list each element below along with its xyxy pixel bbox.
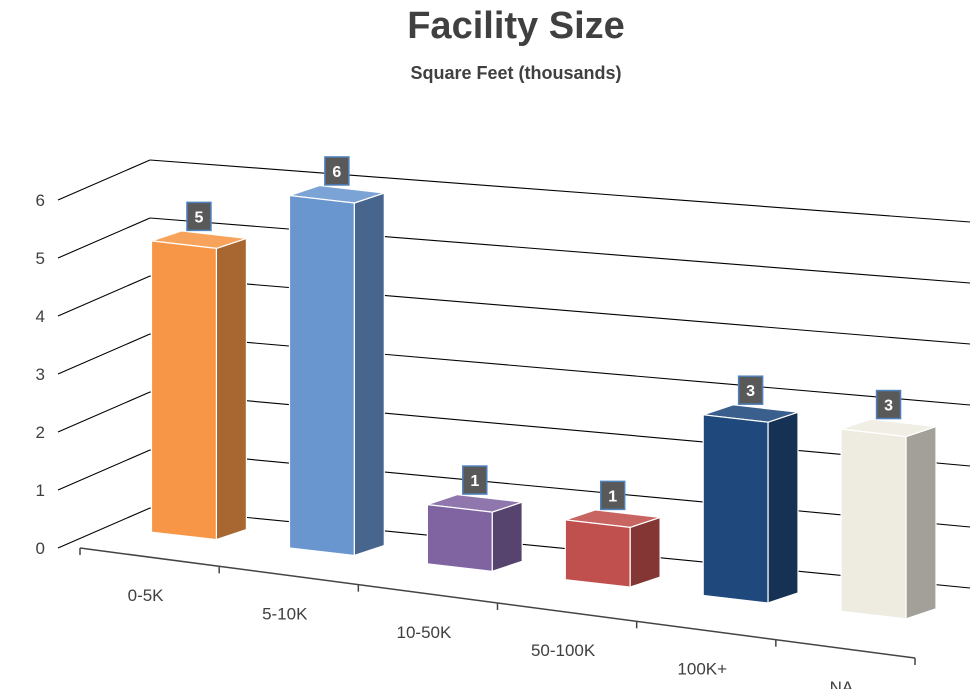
bar-front-face	[840, 428, 907, 620]
gridline-side	[57, 391, 151, 433]
x-tick-label: 0-5K	[128, 586, 165, 605]
bar-side-face	[905, 425, 937, 620]
bar-NA	[840, 418, 937, 620]
gridlines	[57, 159, 971, 589]
bar-side-face	[215, 237, 247, 541]
x-tick-label: NA	[830, 678, 854, 689]
x-tick-label: 10-50K	[397, 623, 452, 642]
bar-5-10K	[288, 184, 385, 557]
y-tick-label: 0	[36, 539, 45, 558]
gridline-back	[149, 159, 971, 223]
data-label-text: 5	[195, 209, 204, 226]
y-tick-label: 3	[36, 365, 45, 384]
bar-50-100K	[564, 509, 661, 588]
data-label-text: 1	[608, 488, 617, 505]
bar-side-face	[629, 516, 661, 588]
data-label-5-10K: 6	[324, 156, 350, 186]
gridline-back	[149, 217, 971, 284]
x-tick-label: 5-10K	[262, 605, 308, 624]
bar-front-face	[702, 414, 769, 604]
data-labels: 5 6 1 1 3 3	[186, 156, 902, 511]
data-label-50-100K: 1	[599, 480, 626, 511]
gridline-side	[57, 333, 151, 375]
bar-side-face	[353, 192, 385, 557]
data-label-box	[599, 480, 626, 511]
data-label-text: 3	[884, 398, 893, 415]
y-tick-label: 6	[36, 191, 45, 210]
x-tick-label: 50-100K	[531, 641, 596, 660]
data-label-box	[324, 156, 350, 186]
x-axis-ticks: 0-5K 5-10K 10-50K 50-100K 100K+ NA	[128, 586, 854, 689]
y-tick-label: 2	[36, 423, 45, 442]
bar-side-face	[767, 411, 799, 604]
y-tick-label: 4	[36, 307, 45, 326]
gridline-back	[149, 275, 971, 345]
bar-front-face	[564, 519, 631, 588]
bar-front-face	[288, 194, 355, 557]
bar-front-face	[150, 240, 217, 541]
gridline-back	[149, 391, 971, 467]
data-label-100K+: 3	[737, 375, 764, 405]
gridline-side	[57, 449, 151, 491]
gridline-side	[57, 159, 151, 201]
data-label-NA: 3	[875, 389, 902, 420]
bar-side-face	[491, 501, 523, 573]
gridline-side	[57, 275, 151, 317]
chart-title: Facility Size	[407, 5, 625, 47]
y-tick-label: 1	[36, 481, 45, 500]
data-label-box	[186, 201, 212, 232]
data-label-0-5K: 5	[186, 201, 212, 232]
gridline-side	[57, 217, 151, 259]
data-label-box	[737, 375, 764, 405]
bar-10-50K	[426, 493, 523, 573]
x-tick-label: 100K+	[677, 660, 727, 679]
bar-100K+	[702, 404, 799, 604]
data-label-box	[462, 465, 488, 495]
axes	[79, 547, 916, 665]
bar-front-face	[426, 503, 493, 572]
gridline-back	[149, 449, 971, 528]
data-label-10-50K: 1	[462, 465, 488, 495]
chart-subtitle: Square Feet (thousands)	[410, 63, 621, 83]
data-label-text: 6	[332, 164, 341, 181]
bar-0-5K	[150, 230, 247, 541]
gridline-back	[149, 507, 971, 589]
gridline-side	[57, 507, 151, 549]
y-axis-ticks: 0 1 2 3 4 5 6	[36, 191, 45, 558]
data-label-text: 1	[470, 473, 479, 490]
y-tick-label: 5	[36, 249, 45, 268]
data-label-box	[875, 389, 902, 420]
data-label-text: 3	[746, 383, 755, 400]
bars	[150, 184, 937, 620]
gridline-back	[149, 333, 971, 406]
